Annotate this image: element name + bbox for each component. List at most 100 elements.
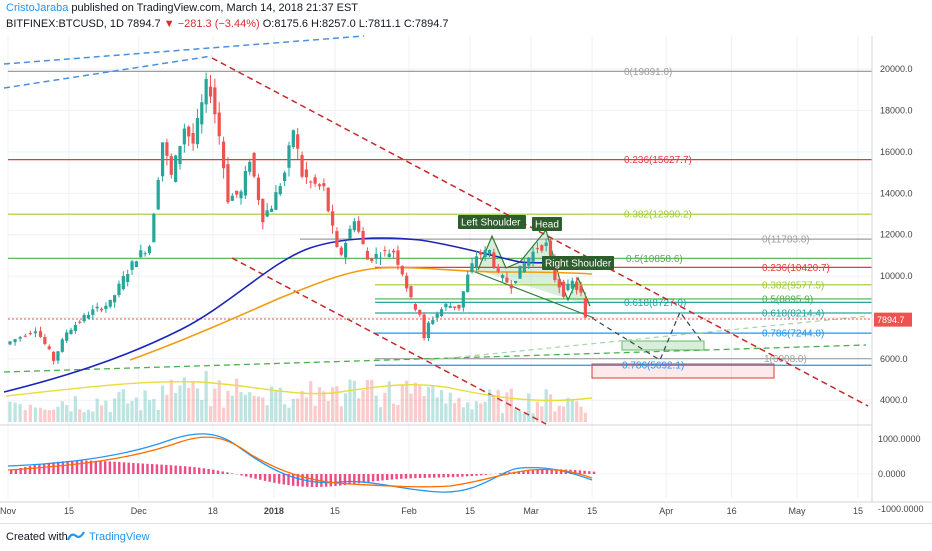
change-value: −281.3 (−3.44%)	[178, 18, 260, 30]
macd-histogram-bar	[38, 464, 40, 474]
volume-bar	[575, 401, 578, 422]
candle-body	[462, 291, 465, 307]
volume-bar	[322, 391, 325, 422]
volume-bar	[144, 390, 147, 422]
macd-histogram-bar	[226, 472, 228, 474]
macd-histogram-bar	[471, 474, 473, 476]
candle-body	[523, 263, 526, 272]
macd-histogram-bar	[536, 470, 538, 474]
macd-histogram-bar	[391, 474, 393, 480]
volume-bar	[152, 399, 155, 422]
price-tick-label: 16000.0	[880, 147, 913, 157]
macd-histogram-bar	[461, 474, 463, 477]
candle-body	[135, 261, 138, 267]
time-tick-label: 15	[587, 506, 597, 516]
candle-body	[43, 337, 46, 344]
candle-body	[518, 266, 521, 279]
macd-histogram-bar	[250, 474, 252, 478]
macd-histogram-bar	[66, 461, 68, 474]
fib-level-label: 0.382(9577.5)	[762, 280, 824, 291]
open-value: O:8175.6	[263, 18, 308, 30]
candle-body	[396, 250, 399, 265]
candle-body	[191, 133, 194, 144]
fib-level-label: 0.236(10420.7)	[762, 263, 830, 274]
candle-body	[514, 281, 517, 283]
candle-body	[431, 320, 434, 324]
volume-bar	[470, 410, 473, 422]
macd-histogram-bar	[273, 474, 275, 483]
volume-bar	[74, 396, 77, 422]
volume-bar	[29, 405, 32, 422]
volume-bar	[409, 394, 412, 422]
macd-histogram-bar	[475, 474, 477, 476]
macd-histogram-bar	[109, 461, 111, 474]
candle-body	[492, 252, 495, 267]
volume-bar	[518, 411, 521, 422]
volume-bar	[505, 392, 508, 422]
macd-histogram-bar	[259, 474, 261, 480]
macd-histogram-bar	[207, 469, 209, 474]
macd-tick-label: -1000.0000	[878, 504, 924, 514]
candle-body	[566, 284, 569, 290]
candle-body	[126, 274, 129, 282]
candle-body	[501, 275, 504, 278]
macd-histogram-bar	[62, 461, 64, 474]
macd-histogram-bar	[81, 461, 83, 474]
macd-histogram-bar	[254, 474, 256, 479]
volume-bar	[279, 388, 282, 422]
volume-bar	[113, 398, 116, 422]
candle-body	[558, 279, 561, 287]
macd-histogram-bar	[113, 462, 115, 474]
volume-bar	[13, 403, 16, 422]
candle-body	[161, 142, 164, 176]
candle-body	[510, 285, 513, 289]
publisher-line: CristoJaraba published on TradingView.co…	[6, 2, 358, 14]
candle-body	[39, 331, 42, 337]
volume-bar	[457, 398, 460, 422]
macd-histogram-bar	[353, 474, 355, 484]
macd-histogram-bar	[381, 474, 383, 480]
macd-histogram-bar	[532, 470, 534, 474]
volume-bar	[427, 387, 430, 422]
volume-bar	[558, 406, 561, 422]
macd-histogram-bar	[447, 474, 449, 477]
candle-body	[144, 253, 147, 254]
candle-body	[61, 339, 64, 351]
macd-histogram-bar	[583, 471, 585, 474]
macd-tick-label: 1000.0000	[878, 434, 921, 444]
macd-histogram-bar	[104, 461, 106, 474]
macd-histogram-bar	[34, 465, 36, 474]
volume-bar	[396, 405, 399, 422]
volume-bar	[274, 390, 277, 422]
macd-histogram-bar	[29, 466, 31, 474]
macd-histogram-bar	[76, 461, 78, 474]
volume-bar	[200, 400, 203, 422]
volume-bar	[553, 412, 556, 422]
candle-body	[527, 258, 530, 266]
last-price-tag-label: 7894.7	[877, 315, 905, 325]
annotation-label: Left Shoulder	[461, 218, 521, 229]
price-tick-label: 12000.0	[880, 230, 913, 240]
volume-bar	[318, 387, 321, 422]
candle-body	[401, 266, 404, 274]
macd-histogram-bar	[137, 463, 139, 474]
volume-bar	[484, 402, 487, 422]
candle-body	[484, 250, 487, 257]
volume-bar	[510, 389, 513, 422]
macd-histogram-bar	[466, 474, 468, 476]
author-link[interactable]: CristoJaraba	[6, 2, 68, 14]
macd-histogram-bar	[278, 474, 280, 484]
volume-bar	[300, 391, 303, 422]
macd-histogram-bar	[222, 471, 224, 474]
candle-body	[13, 339, 16, 342]
volume-bar	[418, 386, 421, 422]
macd-histogram-bar	[264, 474, 266, 481]
chart-canvas[interactable]: 0(19891.0)0.236(15627.7)0.382(12990.2)0(…	[0, 0, 932, 523]
candle-body	[253, 153, 256, 177]
tradingview-brand[interactable]: TradingView	[89, 531, 150, 543]
volume-bar	[48, 410, 51, 422]
candle-body	[444, 304, 447, 308]
volume-ma-line	[6, 382, 592, 401]
candle-body	[584, 298, 587, 317]
candle-body	[414, 304, 417, 310]
